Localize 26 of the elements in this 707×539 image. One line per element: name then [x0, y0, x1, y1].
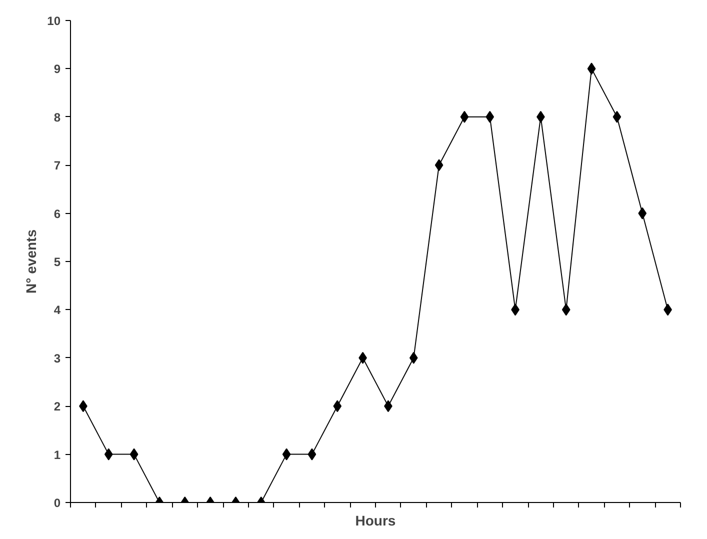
point: [460, 110, 469, 123]
point: [434, 159, 444, 172]
y-tick-label: 5: [54, 255, 61, 269]
point: [612, 110, 622, 123]
point: [409, 352, 418, 364]
y-tick-label: 3: [54, 351, 61, 366]
point: [130, 448, 138, 460]
point: [638, 207, 647, 220]
point: [562, 304, 570, 316]
y-tick-label: 2: [54, 400, 61, 414]
point: [587, 62, 596, 75]
y-axis-title: N° events: [23, 229, 40, 294]
point: [104, 448, 113, 460]
y-tick-label: 6: [54, 206, 61, 221]
y-tick-label: 10: [47, 14, 61, 28]
y-tick-label: 9: [54, 62, 61, 76]
point: [486, 110, 494, 123]
y-tick-label: 4: [54, 303, 61, 318]
point: [282, 448, 291, 460]
point: [308, 448, 316, 460]
y-tick-label: 0: [54, 496, 61, 510]
y-tick-label: 8: [54, 110, 61, 124]
y-tick-label: 7: [54, 158, 61, 173]
point: [333, 400, 342, 412]
x-axis-title: Hours: [355, 512, 396, 528]
y-tick-label: 1: [54, 448, 61, 462]
